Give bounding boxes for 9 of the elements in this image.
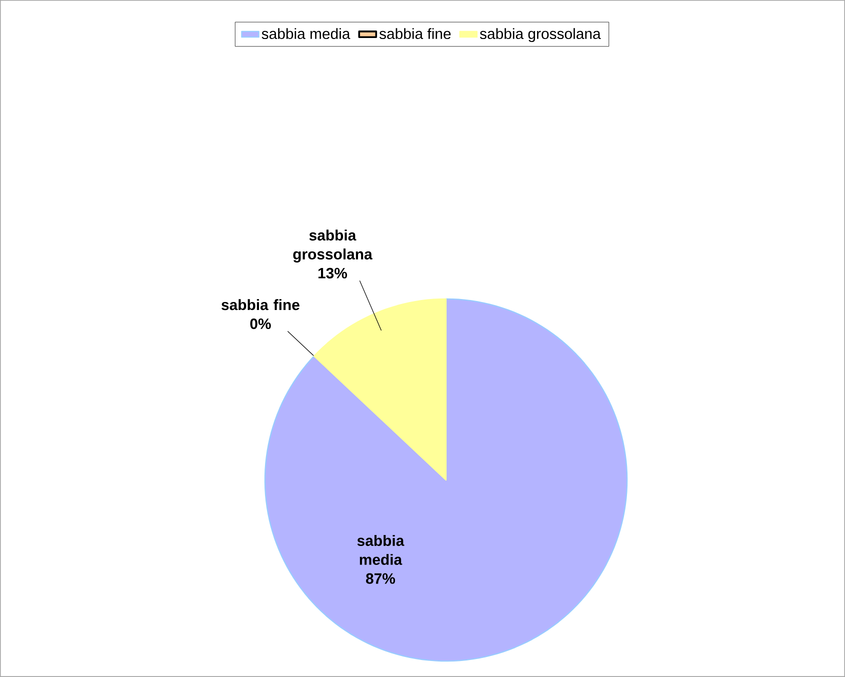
slice-label: sabbia media xyxy=(357,535,404,565)
data-label: 87% xyxy=(366,573,396,584)
text: 0% xyxy=(250,318,271,330)
legend-label: sabbia fine xyxy=(379,28,451,40)
slice-label: sabbia grossolana xyxy=(293,230,372,263)
legend-label: sabbia media xyxy=(262,28,350,40)
data-label: 13% xyxy=(318,268,348,278)
category-label: sabbia fine xyxy=(222,299,300,310)
legend-label: sabbia grossolana xyxy=(480,28,601,42)
